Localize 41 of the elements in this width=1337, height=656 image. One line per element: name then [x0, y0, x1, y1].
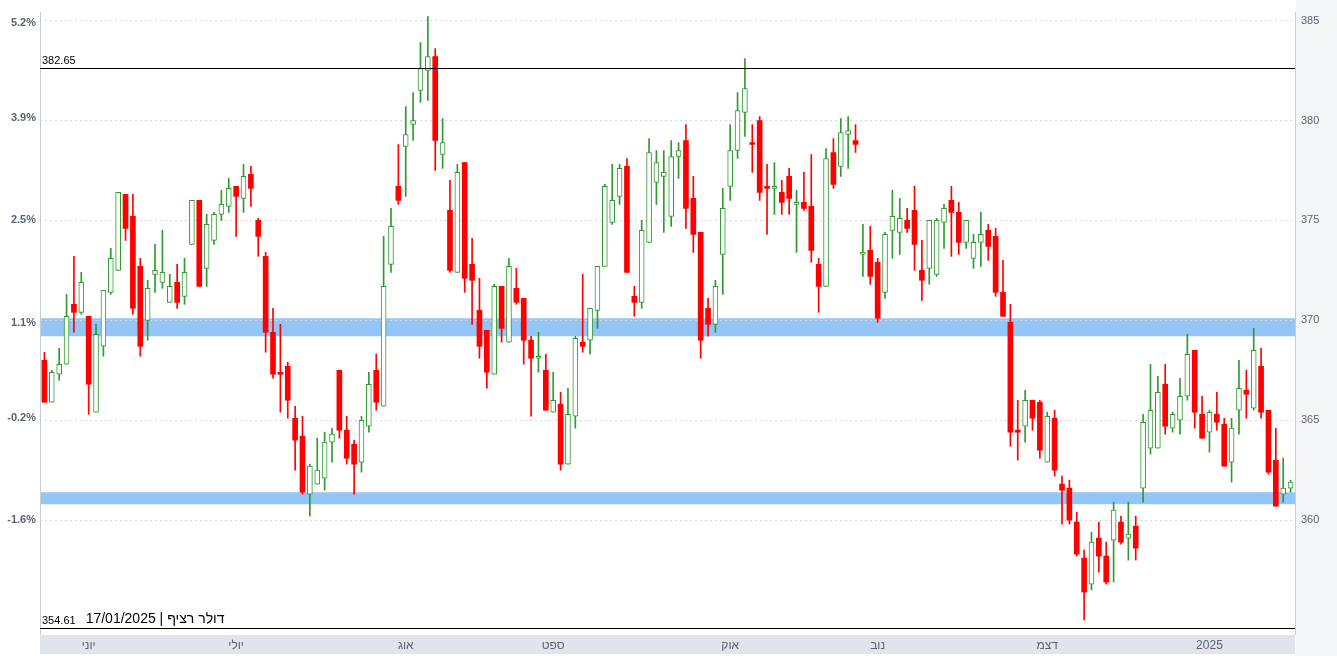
candlestick [1014, 399, 1021, 461]
y2-tick-label: 2.5% [10, 213, 37, 226]
candlestick [579, 274, 586, 353]
y2-tick-label: -0.2% [7, 410, 37, 423]
candlestick [410, 92, 416, 141]
y-tick-label: 385 [1301, 13, 1320, 26]
y2-tick-label: 3.9% [10, 110, 37, 123]
y-tick-label: 380 [1301, 113, 1320, 126]
x-tick-label: יוני [81, 637, 96, 652]
ref-line-label: 382.65 [42, 54, 76, 67]
candlestick [919, 240, 925, 301]
x-tick-label: יולי [228, 637, 244, 652]
x-tick-label: נוב [870, 637, 886, 652]
candlestick [1214, 391, 1220, 431]
annotation: 17/01/2025 | דולר רציף [85, 609, 225, 626]
x-tick-label: דצמ [1036, 637, 1059, 652]
candlestick [749, 124, 756, 173]
y-tick-label: 365 [1301, 413, 1320, 426]
y2-tick-label: 1.1% [10, 315, 37, 328]
candlestick [233, 186, 239, 237]
y-tick-label: 370 [1301, 313, 1320, 326]
x-tick-label: אוג [397, 637, 415, 652]
x-tick-label: 2025 [1196, 637, 1224, 652]
candlestick [860, 224, 866, 277]
candlestick [631, 286, 638, 317]
candlestick [152, 244, 158, 293]
x-tick-label: אוק [721, 637, 740, 652]
candlestick [71, 256, 77, 333]
candlestick [845, 116, 851, 169]
candlestick [425, 16, 431, 101]
y2-tick-label: -1.6% [7, 512, 37, 525]
candlestick [1059, 475, 1065, 525]
candlestick [660, 150, 667, 233]
y-tick-label: 375 [1301, 213, 1320, 226]
ref-line-label: 354.61 [42, 614, 76, 627]
y-tick-label: 360 [1301, 513, 1320, 526]
candlestick [402, 106, 409, 197]
candlestick [1280, 457, 1287, 503]
candlestick [978, 212, 984, 267]
x-tick-label: ספט [541, 637, 565, 652]
y2-tick-label: 5.2% [10, 15, 37, 28]
